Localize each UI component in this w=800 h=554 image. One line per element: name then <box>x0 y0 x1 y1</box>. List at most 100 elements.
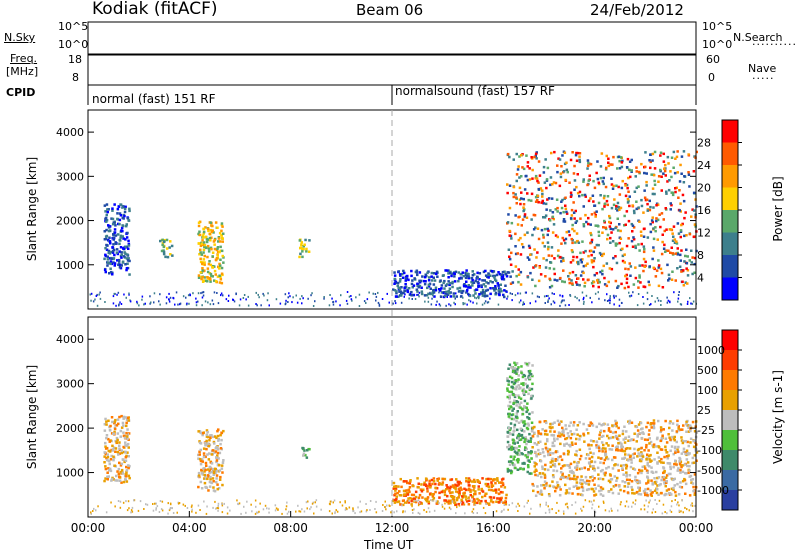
data-cell <box>197 300 199 303</box>
data-cell <box>358 293 361 296</box>
data-cell <box>378 304 381 307</box>
data-cell <box>490 481 493 484</box>
data-cell <box>220 294 222 297</box>
data-cell <box>222 256 225 259</box>
data-cell <box>633 452 636 455</box>
data-cell <box>124 444 127 447</box>
data-cell <box>681 464 685 467</box>
data-cell <box>314 501 316 504</box>
data-cell <box>583 440 586 443</box>
data-cell <box>206 477 209 481</box>
data-cell <box>549 422 553 426</box>
data-cell <box>468 294 472 298</box>
data-cell <box>595 425 598 429</box>
data-cell <box>105 423 108 426</box>
data-cell <box>692 461 696 464</box>
data-cell <box>465 290 469 293</box>
data-cell <box>200 253 204 256</box>
data-cell <box>604 450 607 453</box>
data-cell <box>667 249 670 252</box>
data-cell <box>105 237 108 241</box>
data-cell <box>484 512 487 515</box>
data-cell <box>549 261 552 264</box>
data-cell <box>543 468 547 471</box>
data-cell <box>524 361 527 365</box>
data-cell <box>640 457 644 461</box>
data-cell <box>591 301 593 304</box>
data-cell <box>210 224 213 227</box>
data-cell <box>562 428 565 432</box>
data-cell <box>416 499 418 502</box>
data-cell <box>676 469 679 472</box>
data-cell <box>649 153 653 156</box>
data-cell <box>124 238 127 241</box>
data-cell <box>498 293 501 297</box>
data-cell <box>590 261 594 264</box>
data-cell <box>620 501 622 504</box>
velocity-colorbar-segment <box>722 490 738 510</box>
data-cell <box>381 510 384 512</box>
data-cell <box>518 445 521 448</box>
data-cell <box>649 205 652 209</box>
data-cell <box>585 488 589 492</box>
data-cell <box>498 272 502 276</box>
data-cell <box>633 211 636 215</box>
data-cell <box>120 462 124 466</box>
data-cell <box>220 234 223 237</box>
data-cell <box>683 260 686 263</box>
data-cell <box>602 176 605 180</box>
data-cell <box>402 291 405 295</box>
data-cell <box>689 297 691 300</box>
data-cell <box>500 481 503 484</box>
data-cell <box>609 221 612 225</box>
data-cell <box>580 507 582 510</box>
data-cell <box>553 439 556 442</box>
data-cell <box>609 478 613 481</box>
data-cell <box>622 457 626 460</box>
data-cell <box>104 445 107 448</box>
data-cell <box>681 280 684 283</box>
data-cell <box>681 499 683 502</box>
data-cell <box>551 441 555 445</box>
data-cell <box>666 296 668 299</box>
data-cell <box>432 276 435 279</box>
data-cell <box>188 302 190 305</box>
data-cell <box>457 481 460 485</box>
data-cell <box>668 493 672 496</box>
data-cell <box>462 303 464 306</box>
data-cell <box>679 468 682 472</box>
data-cell <box>117 453 120 456</box>
data-cell <box>646 421 650 425</box>
data-cell <box>516 428 519 432</box>
data-cell <box>626 485 630 488</box>
data-cell <box>605 199 609 203</box>
data-cell <box>482 291 484 294</box>
data-cell <box>530 394 533 398</box>
data-cell <box>511 281 515 284</box>
data-cell <box>439 279 442 282</box>
data-cell <box>588 500 591 503</box>
data-cell <box>500 500 503 503</box>
data-cell <box>568 466 572 469</box>
data-cell <box>113 262 117 265</box>
data-cell <box>592 250 595 254</box>
data-cell <box>220 249 224 253</box>
data-cell <box>507 295 509 298</box>
data-cell <box>471 278 474 282</box>
data-cell <box>522 383 525 387</box>
data-cell <box>526 386 529 389</box>
data-cell <box>97 505 99 508</box>
data-cell <box>556 437 559 441</box>
data-cell <box>109 270 113 274</box>
data-cell <box>599 429 603 432</box>
data-cell <box>568 233 571 237</box>
data-cell <box>105 219 109 222</box>
data-cell <box>458 492 461 495</box>
data-cell <box>536 194 540 198</box>
data-cell <box>653 192 656 196</box>
data-cell <box>618 434 621 437</box>
data-cell <box>608 510 611 513</box>
data-cell <box>547 301 549 303</box>
data-cell <box>445 488 448 491</box>
data-cell <box>492 287 495 290</box>
